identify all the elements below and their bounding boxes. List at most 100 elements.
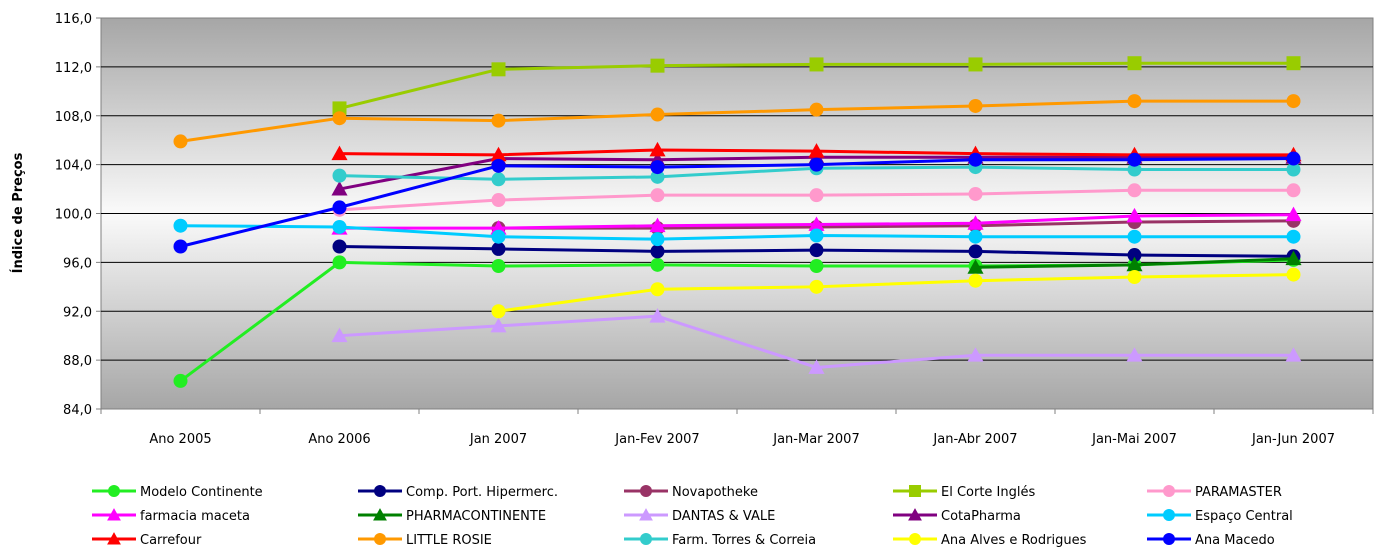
x-tick-label: Jan 2007 bbox=[469, 432, 527, 447]
series-espa-o-central bbox=[173, 218, 1301, 247]
data-point bbox=[1286, 183, 1301, 198]
legend-label: Carrefour bbox=[140, 533, 202, 548]
y-tick-label: 104,0 bbox=[55, 159, 92, 174]
series-pharmacontinente bbox=[967, 250, 1302, 274]
legend-marker bbox=[107, 508, 121, 521]
legend-label: Ana Alves e Rodrigues bbox=[941, 533, 1087, 548]
data-point bbox=[1127, 183, 1142, 198]
y-tick-label: 96,0 bbox=[63, 256, 92, 271]
series-farmacia-maceta bbox=[331, 206, 1302, 235]
data-point bbox=[332, 111, 347, 126]
data-point bbox=[331, 327, 348, 343]
y-tick-label: 84,0 bbox=[63, 403, 92, 418]
series bbox=[173, 56, 1302, 388]
x-axis: Ano 2005 Ano 2006 Jan 2007 Jan-Fev 2007 Jan-… bbox=[100, 409, 1374, 447]
legend-label: LITTLE ROSIE bbox=[406, 533, 492, 548]
legend-marker bbox=[1163, 533, 1175, 545]
y-tick-label: 116,0 bbox=[55, 12, 92, 27]
legend-label: PHARMACONTINENTE bbox=[406, 509, 546, 524]
legend-label: Modelo Continente bbox=[140, 485, 263, 500]
legend-label: DANTAS & VALE bbox=[672, 509, 775, 524]
data-point bbox=[491, 172, 506, 187]
data-point bbox=[809, 228, 824, 243]
data-point bbox=[1286, 94, 1301, 109]
data-point bbox=[173, 239, 188, 254]
data-point bbox=[809, 279, 824, 294]
data-point bbox=[968, 98, 983, 113]
legend-label: Espaço Central bbox=[1195, 509, 1293, 524]
data-point bbox=[808, 216, 825, 231]
legend-marker bbox=[1163, 509, 1175, 521]
data-point bbox=[809, 188, 824, 203]
legend-item: PARAMASTER bbox=[1147, 485, 1282, 500]
data-point bbox=[1285, 206, 1302, 222]
data-point bbox=[650, 232, 665, 247]
data-point bbox=[490, 146, 507, 162]
legend-item: LITTLE ROSIE bbox=[358, 533, 492, 548]
legend-label: farmacia maceta bbox=[140, 509, 250, 524]
data-point bbox=[809, 243, 824, 258]
data-point bbox=[1286, 162, 1301, 177]
data-point bbox=[1126, 207, 1143, 223]
data-point bbox=[332, 255, 347, 270]
legend-marker bbox=[108, 485, 120, 497]
y-axis-label: Índice de Preços bbox=[10, 152, 26, 273]
legend-item: Carrefour bbox=[92, 532, 202, 548]
legend-label: CotaPharma bbox=[941, 509, 1021, 524]
data-point bbox=[332, 219, 347, 234]
data-point bbox=[491, 158, 506, 173]
data-point bbox=[331, 181, 348, 196]
legend-item: Ana Macedo bbox=[1147, 533, 1275, 548]
series-paramaster bbox=[332, 183, 1301, 217]
y-tick-label: 108,0 bbox=[55, 110, 92, 125]
data-point bbox=[649, 141, 666, 157]
legend-item: CotaPharma bbox=[893, 508, 1021, 524]
legend-label: Ana Macedo bbox=[1195, 533, 1275, 548]
legend-item: Modelo Continente bbox=[92, 485, 263, 500]
legend-marker bbox=[373, 508, 387, 521]
data-point bbox=[491, 241, 506, 256]
legend-item: Ana Alves e Rodrigues bbox=[893, 533, 1087, 548]
data-point bbox=[1286, 229, 1301, 244]
data-point bbox=[331, 145, 348, 161]
legend-label: Comp. Port. Hipermerc. bbox=[406, 485, 558, 500]
data-point bbox=[332, 168, 347, 183]
data-point bbox=[650, 107, 665, 122]
data-point bbox=[1286, 56, 1301, 71]
data-point bbox=[649, 308, 666, 323]
series-line bbox=[498, 219, 1294, 230]
series-line bbox=[180, 157, 1294, 248]
data-point bbox=[808, 359, 825, 374]
data-point bbox=[1285, 347, 1302, 362]
series-line bbox=[180, 224, 1294, 241]
data-point bbox=[1286, 151, 1301, 166]
data-point bbox=[968, 229, 983, 244]
legend-label: El Corte Inglés bbox=[941, 485, 1035, 500]
data-point bbox=[1285, 250, 1302, 266]
data-point bbox=[809, 102, 824, 117]
data-point bbox=[809, 157, 824, 172]
data-point bbox=[967, 215, 984, 230]
data-point bbox=[650, 244, 665, 259]
data-point bbox=[809, 259, 824, 274]
data-point bbox=[968, 57, 983, 72]
data-point bbox=[332, 101, 347, 116]
y-tick-label: 88,0 bbox=[63, 354, 92, 369]
data-point bbox=[968, 152, 983, 167]
data-point bbox=[1127, 162, 1142, 177]
data-point bbox=[967, 259, 984, 274]
data-point bbox=[1127, 152, 1142, 167]
y-axis: 84,0 88,0 92,0 96,0 100,0 104,0 108,0 112,0 116,… bbox=[55, 12, 101, 418]
series-dantas-vale bbox=[331, 308, 1302, 374]
data-point bbox=[967, 347, 984, 362]
legend-item: Novapotheke bbox=[624, 485, 758, 500]
x-tick-label: Jan-Mai 2007 bbox=[1091, 432, 1177, 447]
legend: Modelo Continente Comp. Port. Hipermerc. N… bbox=[92, 485, 1293, 548]
data-point bbox=[491, 304, 506, 319]
data-point bbox=[332, 200, 347, 215]
x-tick-label: Jan-Abr 2007 bbox=[932, 432, 1017, 447]
x-tick-label: Ano 2006 bbox=[308, 432, 370, 447]
data-point bbox=[173, 373, 188, 388]
data-point bbox=[649, 217, 666, 233]
data-point bbox=[1127, 56, 1142, 71]
